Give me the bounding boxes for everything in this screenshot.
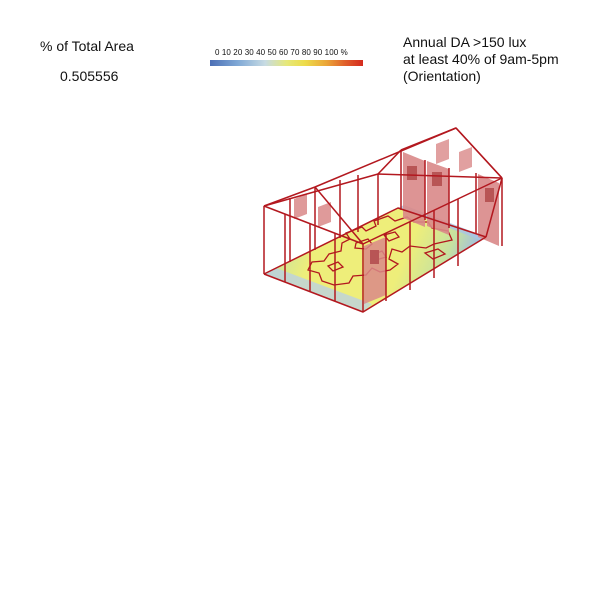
window-panels: [294, 139, 499, 304]
legend-tick-labels: 0 10 20 30 40 50 60 70 80 90 100 %: [215, 48, 348, 57]
window-front-wall: [364, 237, 386, 304]
metric-title: Annual DA >150 lux at least 40% of 9am-5…: [403, 34, 559, 85]
floor-cool-edge-left: [264, 268, 372, 312]
metric-title-line1: Annual DA >150 lux: [403, 34, 527, 50]
window-front-inner: [370, 250, 379, 264]
window-back-wall-1: [436, 139, 449, 164]
window-end-inner: [485, 188, 494, 202]
window-right-inner-1: [407, 166, 417, 180]
window-right-inner-2: [432, 172, 442, 186]
area-metric-label: % of Total Area: [40, 38, 134, 54]
metric-title-line2: at least 40% of 9am-5pm: [403, 51, 559, 67]
window-back-wall-2: [459, 147, 472, 172]
color-legend: 0 10 20 30 40 50 60 70 80 90 100 %: [210, 48, 380, 72]
metric-title-line3: (Orientation): [403, 68, 481, 84]
area-metric-value: 0.505556: [60, 68, 119, 84]
legend-gradient-bar: [210, 60, 363, 66]
window-left-wall-2: [318, 202, 331, 227]
building-wireframe: [263, 127, 503, 313]
window-left-wall-1: [294, 194, 307, 219]
